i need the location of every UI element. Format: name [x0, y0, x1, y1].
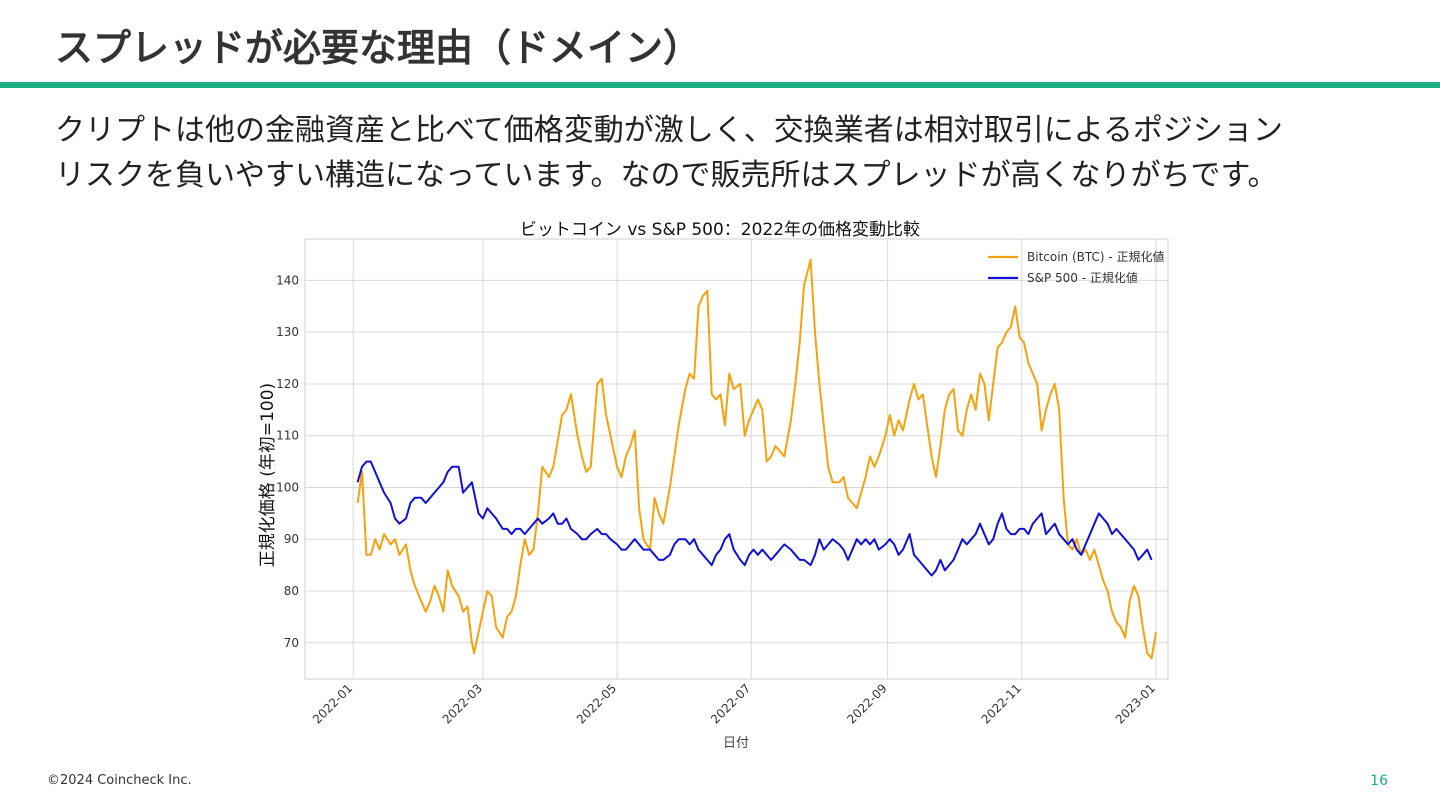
y-tick-label: 100: [276, 480, 299, 494]
grid-lines: [305, 239, 1168, 679]
chart-legend: Bitcoin (BTC) - 正規化値 S&P 500 - 正規化値: [988, 249, 1165, 285]
sp500-series-line: [356, 460, 1153, 577]
y-tick-label: 120: [276, 377, 299, 391]
y-tick-labels: 70 80 90 100 110 120 130 140: [276, 273, 299, 649]
x-tick-label: 2023-01: [1113, 681, 1158, 726]
title-underline: [0, 82, 1440, 88]
body-line-2: リスクを負いやすい構造になっています。なので販売所はスプレッドが高くなりがちです…: [55, 158, 1278, 193]
legend-label-sp500: S&P 500 - 正規化値: [1027, 270, 1138, 285]
x-axis-label: 日付: [723, 736, 749, 751]
y-tick-label: 70: [284, 636, 299, 650]
copyright-footer: ©2024 Coincheck Inc.: [47, 773, 192, 788]
slide-title: スプレッドが必要な理由（ドメイン）: [55, 26, 702, 70]
y-tick-label: 110: [276, 429, 299, 443]
x-tick-label: 2022-03: [440, 681, 485, 726]
x-tick-label: 2022-05: [574, 681, 619, 726]
price-chart: ビットコイン vs S&P 500：2022年の価格変動比較 70 80 90 100…: [240, 210, 1200, 765]
y-tick-label: 130: [276, 325, 299, 339]
y-tick-label: 90: [284, 532, 299, 546]
plot-area: [304, 238, 1169, 680]
x-tick-labels: 2022-01 2022-03 2022-05 2022-07 2022-09 2022-…: [310, 681, 1158, 726]
x-tick-label: 2022-09: [844, 681, 889, 726]
body-line-1: クリプトは他の金融資産と比べて価格変動が激しく、交換業者は相対取引によるポジショ…: [55, 113, 1283, 148]
chart-svg: ビットコイン vs S&P 500：2022年の価格変動比較 70 80 90 100…: [258, 220, 1169, 751]
y-axis-label: 正規化価格 (年初=100): [258, 383, 278, 567]
legend-label-btc: Bitcoin (BTC) - 正規化値: [1027, 249, 1165, 264]
y-tick-label: 80: [284, 584, 299, 598]
chart-title: ビットコイン vs S&P 500：2022年の価格変動比較: [520, 220, 920, 240]
body-text: クリプトは他の金融資産と比べて価格変動が激しく、交換業者は相対取引によるポジショ…: [55, 108, 1395, 198]
y-tick-label: 140: [276, 273, 299, 287]
x-tick-label: 2022-01: [310, 681, 355, 726]
btc-series-line: [356, 258, 1157, 660]
series-lines: [356, 258, 1157, 660]
x-tick-label: 2022-07: [708, 681, 753, 726]
x-tick-label: 2022-11: [979, 681, 1024, 726]
page-number: 16: [1370, 773, 1388, 789]
